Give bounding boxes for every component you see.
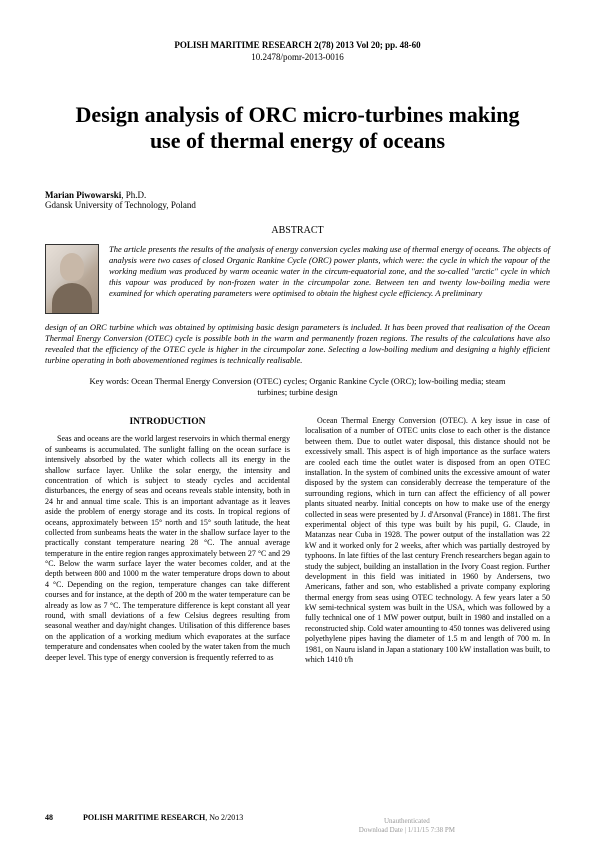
journal-footer-issue: , No 2/2013 bbox=[205, 813, 243, 822]
author-affiliation: Gdansk University of Technology, Poland bbox=[45, 200, 196, 210]
keywords: Key words: Ocean Thermal Energy Conversi… bbox=[45, 376, 550, 398]
introduction-heading: INTRODUCTION bbox=[45, 416, 290, 428]
author-block: Marian Piwowarski, Ph.D. Gdansk Universi… bbox=[45, 190, 550, 210]
page-footer: 48 POLISH MARITIME RESEARCH , No 2/2013 bbox=[45, 813, 550, 822]
column-right: Ocean Thermal Energy Conversion (OTEC). … bbox=[305, 416, 550, 665]
doi: 10.2478/pomr-2013-0016 bbox=[45, 52, 550, 62]
body-paragraph-right: Ocean Thermal Energy Conversion (OTEC). … bbox=[305, 416, 550, 665]
author-photo bbox=[45, 244, 99, 314]
body-columns: INTRODUCTION Seas and oceans are the wor… bbox=[45, 416, 550, 665]
abstract-text-part1: The article presents the results of the … bbox=[109, 244, 550, 314]
article-title: Design analysis of ORC micro-turbines ma… bbox=[45, 102, 550, 155]
abstract-text-part2: design of an ORC turbine which was obtai… bbox=[45, 322, 550, 366]
body-paragraph-left: Seas and oceans are the world largest re… bbox=[45, 434, 290, 663]
author-name: Marian Piwowarski bbox=[45, 190, 121, 200]
page-number: 48 bbox=[45, 813, 53, 822]
abstract-row: The article presents the results of the … bbox=[45, 244, 550, 314]
journal-header: POLISH MARITIME RESEARCH 2(78) 2013 Vol … bbox=[45, 40, 550, 50]
journal-footer-name: POLISH MARITIME RESEARCH bbox=[83, 813, 205, 822]
column-left: INTRODUCTION Seas and oceans are the wor… bbox=[45, 416, 290, 665]
watermark-line2: Download Date | 1/11/15 7:38 PM bbox=[359, 826, 455, 834]
watermark-line1: Unauthenticated bbox=[359, 817, 455, 825]
abstract-heading: ABSTRACT bbox=[45, 225, 550, 236]
author-degree: , Ph.D. bbox=[121, 190, 146, 200]
watermark: Unauthenticated Download Date | 1/11/15 … bbox=[359, 817, 455, 834]
